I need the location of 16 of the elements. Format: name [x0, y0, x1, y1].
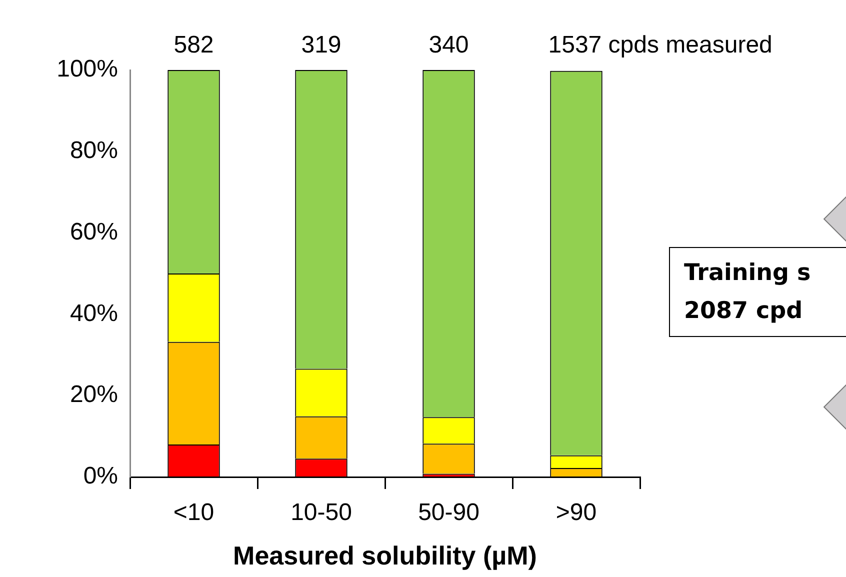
y-tick-label: 0%	[83, 462, 118, 490]
x-axis-title: Measured solubility (µM)	[233, 540, 537, 571]
annotation: 1537 cpds measured	[548, 32, 772, 59]
x-tick-label: 50-90	[418, 499, 480, 526]
y-tick-label: 60%	[70, 218, 118, 246]
annotation: 319	[301, 32, 342, 59]
y-tick-label: 20%	[70, 381, 118, 408]
x-tick-label: <10	[173, 499, 214, 526]
y-tick-label: 40%	[70, 300, 118, 327]
annotation: 582	[174, 32, 214, 59]
y-tick-label: 80%	[70, 137, 118, 164]
x-tick-label: 10-50	[290, 499, 352, 526]
y-tick-label: 100%	[56, 56, 118, 83]
x-tick-label: >90	[556, 499, 597, 526]
annotation: 340	[428, 32, 469, 59]
text: Training s 2087 cpd	[669, 247, 846, 337]
